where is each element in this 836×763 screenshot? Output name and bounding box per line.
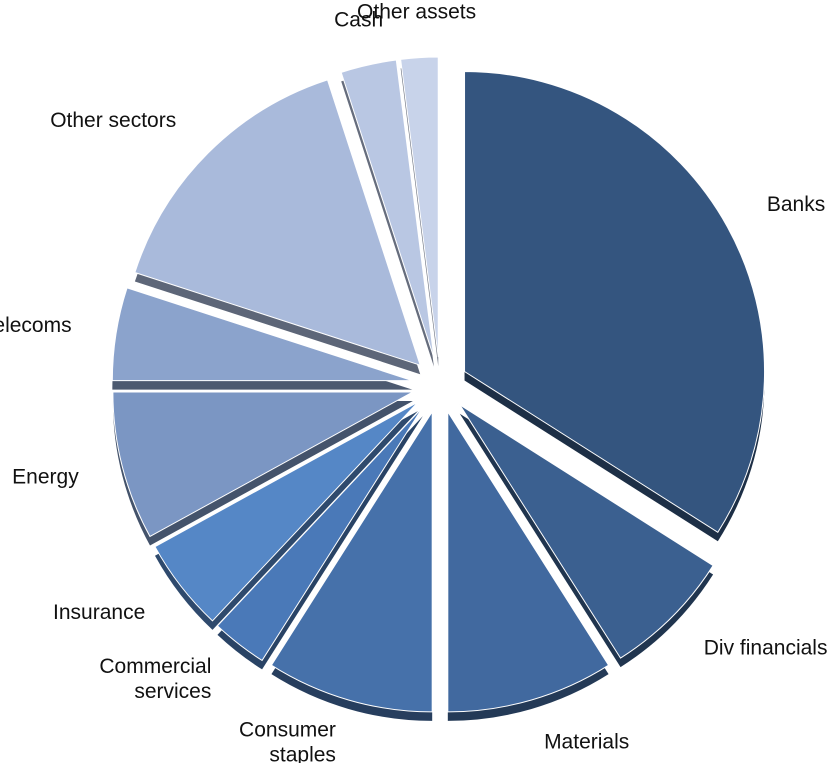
slice	[216, 406, 424, 662]
slice-label: Other assets	[357, 0, 476, 23]
slice	[270, 410, 433, 713]
slice	[464, 71, 766, 533]
slice	[134, 79, 421, 366]
slice-label: Energy	[12, 465, 79, 488]
slice-label: Consumer staples	[239, 718, 336, 763]
slice-label: Commercial services	[99, 655, 211, 703]
slice	[154, 401, 419, 622]
slice	[400, 56, 439, 358]
slice-label: Other sectors	[50, 109, 176, 132]
slice	[112, 391, 414, 538]
slice	[111, 287, 413, 382]
slice-label: Materials	[544, 731, 629, 754]
slice-label: Div financials	[704, 636, 828, 659]
slice-label: Insurance	[53, 601, 145, 624]
slice-label: Banks	[767, 193, 825, 216]
slice	[447, 410, 610, 713]
slice-label: Telecoms	[0, 314, 72, 337]
slice	[459, 404, 714, 659]
slice-label: Cash	[334, 9, 383, 32]
slice	[340, 59, 435, 358]
